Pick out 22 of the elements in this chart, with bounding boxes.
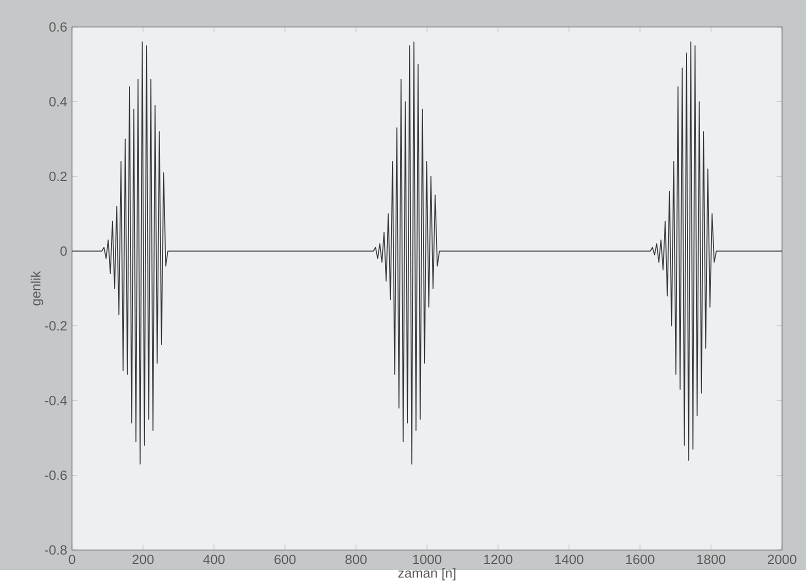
y-tick-label: 0.6 <box>49 22 67 32</box>
y-tick-label: 0.4 <box>49 97 67 106</box>
x-tick-label: 1000 <box>413 554 442 564</box>
x-tick-label: 1400 <box>555 554 584 564</box>
y-axis-title: genlik <box>30 271 44 306</box>
x-tick-label: 1800 <box>697 554 726 564</box>
y-tick-label: -0.4 <box>44 396 67 406</box>
x-tick-label: 1600 <box>626 554 654 564</box>
x-tick-label: 400 <box>203 554 225 564</box>
y-tick-label: -0.2 <box>44 321 67 331</box>
y-tick-label: -0.8 <box>44 545 67 555</box>
x-axis-title: zaman [n] <box>398 568 456 580</box>
x-tick-label: 1200 <box>484 554 512 564</box>
x-tick-label: 600 <box>274 554 296 564</box>
y-tick-label: 0.2 <box>49 172 67 182</box>
x-tick-label: 800 <box>345 554 367 564</box>
y-tick-label: -0.6 <box>44 470 67 480</box>
line-series <box>72 42 782 465</box>
x-tick-label: 200 <box>132 554 154 564</box>
x-tick-label: 0 <box>68 554 76 564</box>
y-tick-label: 0 <box>60 246 67 256</box>
x-tick-label: 2000 <box>768 554 796 564</box>
